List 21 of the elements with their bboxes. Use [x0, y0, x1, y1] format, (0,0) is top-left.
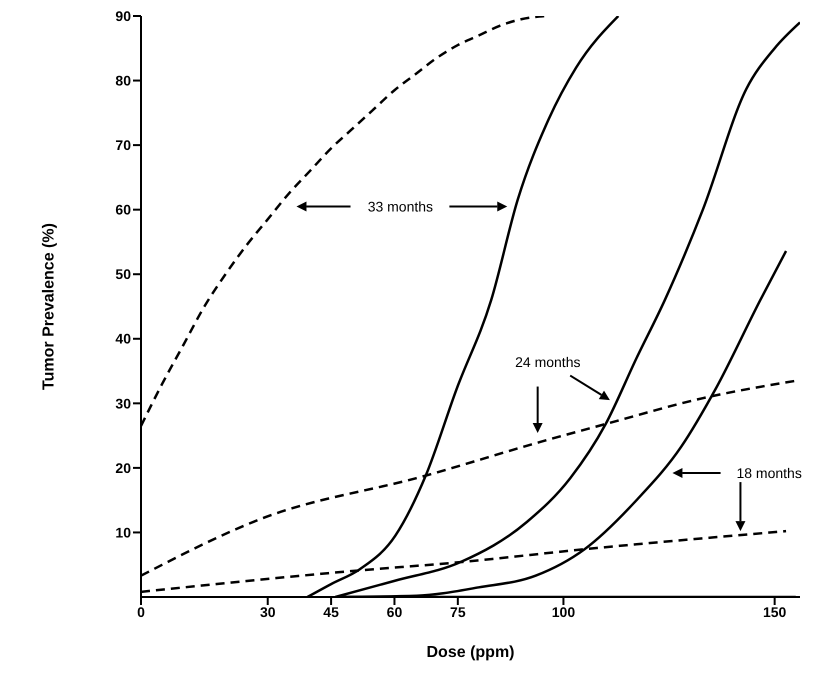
annotation: 18 months: [736, 465, 802, 482]
x-tick-label: 60: [386, 604, 402, 620]
x-tick-label: 45: [323, 604, 340, 620]
y-axis-title: Tumor Prevalence (%): [40, 223, 58, 390]
x-tick-label: 150: [762, 604, 787, 620]
y-tick-label: 50: [115, 266, 132, 282]
y-tick-label: 70: [115, 137, 132, 154]
x-axis-title: Dose (ppm): [426, 644, 514, 661]
y-tick-label: 60: [115, 202, 132, 218]
y-tick-label: 30: [115, 395, 132, 412]
annotation: 24 months: [515, 354, 580, 370]
x-tick-label: 100: [552, 604, 576, 620]
x-tick-label: 75: [450, 604, 466, 620]
annotation: 33 months: [368, 198, 434, 214]
y-tick-label: 80: [115, 72, 132, 89]
y-tick-label: 40: [115, 330, 132, 347]
x-tick-label: 0: [137, 604, 146, 620]
y-tick-label: 20: [115, 460, 132, 476]
x-tick-label: 30: [260, 604, 276, 620]
y-tick-label: 90: [115, 8, 132, 24]
y-tick-label: 10: [115, 524, 132, 540]
